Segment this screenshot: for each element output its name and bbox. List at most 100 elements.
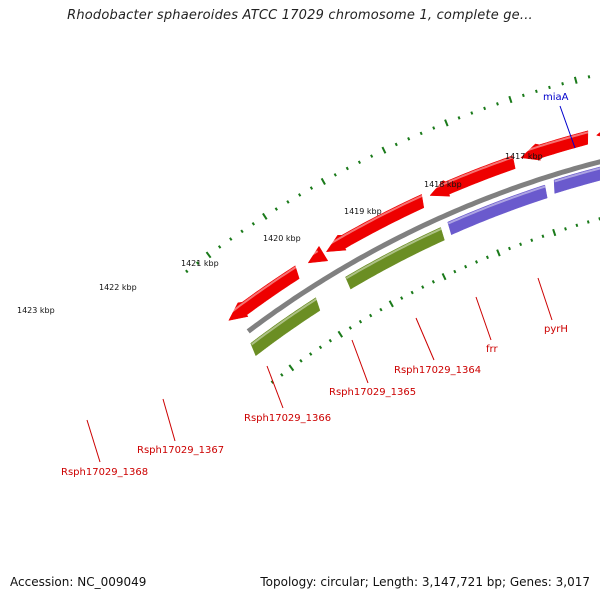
tick-mark <box>337 330 344 338</box>
tick-mark <box>586 220 590 224</box>
callout-leader-line <box>86 419 101 463</box>
gene-label[interactable]: Rsph17029_1367 <box>137 445 224 456</box>
tick-mark <box>464 264 468 269</box>
accession-label: Accession: NC_009049 <box>10 575 147 589</box>
callout-leader-line <box>559 105 576 149</box>
gene-rsph17029-1368-arrow-shape[interactable] <box>228 265 300 321</box>
tick-mark <box>320 177 326 185</box>
tick-mark <box>400 296 404 300</box>
tick-mark <box>357 160 362 165</box>
gene-rsph17029-1367-band-shape[interactable] <box>345 227 445 290</box>
tick-mark <box>541 234 545 239</box>
gene-label[interactable]: Rsph17029_1365 <box>329 387 416 398</box>
tick-mark <box>432 126 436 130</box>
gene-rsph17029-1367-arrow-shape[interactable] <box>325 194 425 252</box>
tick-mark <box>573 76 578 84</box>
tick-mark <box>370 154 374 158</box>
tick-mark <box>535 89 538 94</box>
tick-mark <box>328 338 333 343</box>
tick-mark <box>251 221 256 226</box>
gene-rsph17029-1368-band-shape[interactable] <box>250 297 321 357</box>
gene-rsph17029-1368-arrow[interactable] <box>228 265 300 321</box>
tick-mark <box>508 95 513 104</box>
gene-rsph17029-1366-band[interactable] <box>447 184 548 236</box>
gene-features[interactable] <box>228 93 600 357</box>
kbp-label: 1420 kbp <box>263 234 301 243</box>
gene-small-arrow-shape[interactable] <box>307 245 329 264</box>
map-title: Rhodobacter sphaeroides ATCC 17029 chrom… <box>67 8 533 23</box>
callout-leader-line <box>351 339 369 384</box>
tick-mark <box>453 269 457 274</box>
tick-mark <box>299 359 303 363</box>
gene-callout[interactable]: miaA <box>543 92 576 149</box>
gene-rsph17029-1366-arrow[interactable] <box>429 155 516 197</box>
tick-mark <box>521 93 525 98</box>
gene-rsph17029-1367-band-highlight <box>345 227 442 280</box>
tick-mark <box>496 249 501 257</box>
tick-mark <box>475 260 479 264</box>
tick-mark <box>575 223 579 228</box>
gene-callout[interactable]: Rsph17029_1367 <box>137 398 224 456</box>
tick-mark <box>470 111 474 115</box>
gene-rsph17029-1366-band-shape[interactable] <box>447 184 548 236</box>
tick-mark <box>441 273 447 281</box>
tick-mark <box>587 75 591 79</box>
gene-callout[interactable]: Rsph17029_1365 <box>329 339 416 398</box>
gene-rsph17029-1366-band-highlight <box>447 185 546 225</box>
gene-callout[interactable]: Rsph17029_1364 <box>394 317 481 376</box>
gene-callout[interactable]: frr <box>475 296 498 355</box>
gene-rsph17029-1365-band[interactable] <box>553 142 600 194</box>
tick-mark <box>229 237 233 241</box>
gene-callout[interactable]: Rsph17029_1366 <box>244 365 331 424</box>
tick-mark <box>381 146 387 154</box>
gene-label[interactable]: Rsph17029_1364 <box>394 365 481 376</box>
tick-mark <box>530 238 534 242</box>
gene-label[interactable]: frr <box>486 344 498 355</box>
gene-rsph17029-1368-band-highlight <box>250 298 318 346</box>
gene-rsph17029-1365-band-shape[interactable] <box>553 142 600 194</box>
gene-callout[interactable]: Rsph17029_1368 <box>61 419 148 478</box>
tick-mark <box>308 352 313 356</box>
kbp-label: 1418 kbp <box>424 180 462 189</box>
tick-mark <box>508 246 511 251</box>
gene-rsph17029-1368-arrow-highlight <box>228 266 297 316</box>
tick-mark <box>410 290 414 295</box>
gene-rsph17029-1367-arrow[interactable] <box>325 194 425 252</box>
kbp-label: 1422 kbp <box>99 283 137 292</box>
kbp-label: 1417 kbp <box>505 152 543 161</box>
tick-mark <box>288 364 295 372</box>
tick-mark <box>286 200 290 204</box>
gene-label[interactable]: miaA <box>543 92 569 103</box>
tick-mark <box>205 251 212 259</box>
gene-rsph17029-1367-band[interactable] <box>345 227 445 290</box>
tick-mark <box>262 212 268 220</box>
gene-small-arrow[interactable] <box>307 245 329 264</box>
tick-mark <box>318 345 323 350</box>
gene-rsph17029-1365-arrow-highlight <box>522 131 589 153</box>
callout-leader-line <box>266 365 284 409</box>
gene-callout[interactable]: pyrH <box>537 277 568 335</box>
tick-mark <box>564 227 567 231</box>
tick-mark <box>444 119 449 127</box>
tick-mark <box>195 261 200 265</box>
tick-mark <box>298 193 302 197</box>
gene-label[interactable]: Rsph17029_1368 <box>61 467 148 478</box>
kbp-labels: 1417 kbp 1418 kbp 1419 kbp 1420 kbp 1421 kbp… <box>17 152 543 315</box>
callout-leader-line <box>537 277 553 321</box>
tick-mark <box>394 142 398 147</box>
gene-label[interactable]: pyrH <box>544 324 568 335</box>
tick-mark <box>240 229 244 234</box>
tick-mark <box>457 116 461 120</box>
gene-rsph17029-1366-arrow-shape[interactable] <box>429 155 516 197</box>
gene-rsph17029-1368-band[interactable] <box>250 297 321 357</box>
gene-frr-arrow[interactable] <box>595 113 600 140</box>
callout-leader-line <box>415 317 435 361</box>
gene-callouts[interactable]: miaA pyrH frr Rsph17029_1364 Rsph17029_1365 R… <box>61 92 576 478</box>
tick-mark <box>309 186 314 190</box>
tick-marks <box>185 75 600 384</box>
tick-mark <box>388 300 394 308</box>
gene-frr-arrow-shape[interactable] <box>595 113 600 140</box>
tick-mark <box>348 326 352 330</box>
gene-label[interactable]: Rsph17029_1366 <box>244 413 331 424</box>
tick-mark <box>185 269 189 274</box>
